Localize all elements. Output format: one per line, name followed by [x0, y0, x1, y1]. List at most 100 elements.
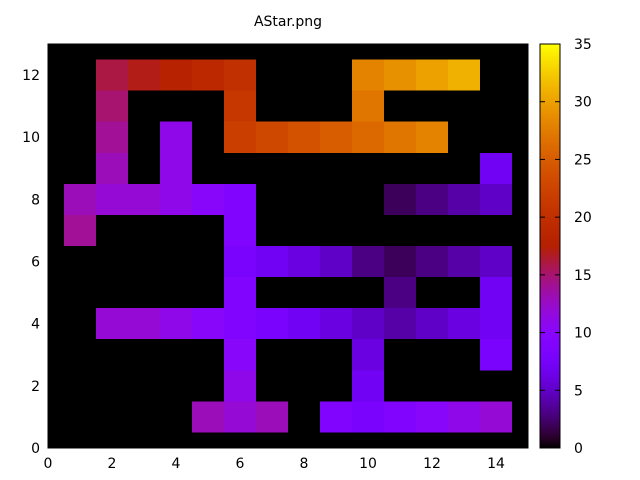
x-tick-label: 6 — [236, 456, 245, 472]
y-tick-label: 8 — [31, 192, 40, 208]
heatmap-cell — [256, 308, 288, 340]
heatmap-cell — [160, 308, 192, 340]
heatmap-cells — [64, 59, 512, 433]
heatmap-cell — [224, 183, 256, 215]
heatmap-cell — [224, 370, 256, 402]
heatmap-cell — [256, 401, 288, 433]
heatmap-cell — [352, 121, 384, 153]
x-tick-label: 10 — [359, 456, 377, 472]
heatmap-cell — [384, 308, 416, 340]
x-axis: 0 2 4 6 8 10 12 14 — [44, 44, 505, 472]
chart-title: AStar.png — [254, 14, 322, 30]
heatmap-cell — [288, 121, 320, 153]
heatmap-cell — [320, 246, 352, 278]
colorbar: 0 5 10 15 20 25 30 35 — [539, 37, 592, 457]
heatmap-cell — [320, 308, 352, 340]
x-tick-label: 12 — [423, 456, 441, 472]
heatmap-cell — [448, 183, 480, 215]
heatmap-cell — [352, 339, 384, 371]
heatmap-cell — [96, 121, 128, 153]
heatmap-cell — [128, 59, 160, 91]
heatmap-cell — [384, 401, 416, 433]
y-axis: 0 2 4 6 8 10 12 — [22, 68, 528, 457]
heatmap-cell — [224, 121, 256, 153]
heatmap-cell — [480, 183, 512, 215]
heatmap-cell — [320, 121, 352, 153]
heatmap-cell — [192, 59, 224, 91]
colorbar-tick-label: 20 — [574, 210, 592, 226]
heatmap-cell — [480, 339, 512, 371]
heatmap-cell — [224, 246, 256, 278]
heatmap-cell — [352, 370, 384, 402]
y-tick-label: 10 — [22, 130, 40, 146]
heatmap-cell — [320, 401, 352, 433]
heatmap-cell — [224, 214, 256, 246]
heatmap-cell — [96, 308, 128, 340]
x-tick-label: 14 — [487, 456, 505, 472]
heatmap-cell — [224, 401, 256, 433]
y-tick-label: 2 — [31, 379, 40, 395]
heatmap-cell — [480, 152, 512, 184]
heatmap-cell — [480, 246, 512, 278]
y-tick-label: 6 — [31, 255, 40, 271]
heatmap-cell — [352, 401, 384, 433]
heatmap-cell — [96, 59, 128, 91]
plot-frame — [47, 43, 529, 449]
heatmap-cell — [416, 183, 448, 215]
heatmap-cell — [352, 246, 384, 278]
heatmap-cell — [352, 90, 384, 122]
heatmap-cell — [256, 246, 288, 278]
colorbar-tick-label: 0 — [574, 441, 583, 457]
heatmap-cell — [352, 59, 384, 91]
heatmap-cell — [96, 90, 128, 122]
heatmap-cell — [288, 308, 320, 340]
heatmap-cell — [160, 183, 192, 215]
colorbar-tick-label: 25 — [574, 152, 592, 168]
x-tick-label: 4 — [172, 456, 181, 472]
heatmap-cell — [416, 59, 448, 91]
heatmap-cell — [384, 121, 416, 153]
heatmap-cell — [448, 246, 480, 278]
heatmap-cell — [224, 59, 256, 91]
heatmap-cell — [256, 121, 288, 153]
heatmap-cell — [128, 308, 160, 340]
heatmap-cell — [448, 59, 480, 91]
heatmap-cell — [160, 121, 192, 153]
colorbar-tick-label: 30 — [574, 95, 592, 111]
heatmap-cell — [416, 401, 448, 433]
colorbar-tick-label: 35 — [574, 37, 592, 53]
heatmap-cell — [96, 152, 128, 184]
heatmap-cell — [480, 308, 512, 340]
heatmap-cell — [96, 183, 128, 215]
x-tick-label: 2 — [108, 456, 117, 472]
heatmap-cell — [64, 214, 96, 246]
heatmap-cell — [128, 183, 160, 215]
colorbar-tick-label: 10 — [574, 326, 592, 342]
heatmap-cell — [352, 308, 384, 340]
heatmap-cell — [416, 121, 448, 153]
heatmap-cell — [480, 401, 512, 433]
heatmap-cell — [288, 246, 320, 278]
heatmap-cell — [192, 308, 224, 340]
y-tick-label: 12 — [22, 68, 40, 84]
plot-border — [47, 43, 529, 449]
colorbar-tick-label: 15 — [574, 268, 592, 284]
heatmap-cell — [416, 308, 448, 340]
colorbar-tick-label: 5 — [574, 383, 583, 399]
heatmap-cell — [480, 277, 512, 309]
y-tick-label: 0 — [31, 441, 40, 457]
heatmap-cell — [384, 183, 416, 215]
heatmap-cell — [224, 277, 256, 309]
heatmap-cell — [384, 246, 416, 278]
x-tick-label: 8 — [300, 456, 309, 472]
heatmap-cell — [160, 152, 192, 184]
heatmap-cell — [384, 277, 416, 309]
heatmap-cell — [192, 401, 224, 433]
heatmap-cell — [192, 183, 224, 215]
heatmap-cell — [160, 59, 192, 91]
heatmap-cell — [416, 246, 448, 278]
x-tick-label: 0 — [44, 456, 53, 472]
y-tick-label: 4 — [31, 317, 40, 333]
heatmap-cell — [448, 401, 480, 433]
